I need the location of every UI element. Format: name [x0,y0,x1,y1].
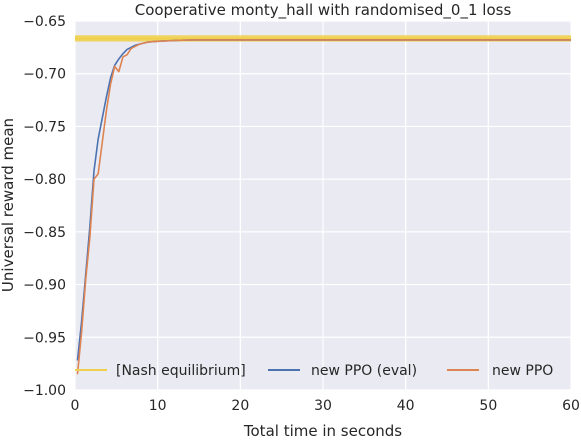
chart-title: Cooperative monty_hall with randomised_0… [135,1,512,20]
y-tick-label: −0.80 [23,172,66,188]
legend-label: new PPO [492,363,553,379]
x-tick-label: 0 [71,398,80,414]
y-tick-label: −0.70 [23,67,66,83]
y-tick-label: −0.85 [23,225,66,241]
x-tick-label: 30 [314,398,332,414]
y-tick-label: −0.90 [23,278,66,294]
x-tick-label: 10 [149,398,167,414]
x-tick-label: 60 [562,398,580,414]
y-tick-label: −0.65 [23,14,66,30]
x-tick-label: 20 [231,398,249,414]
x-tick-label: 40 [397,398,415,414]
x-tick-label: 50 [479,398,497,414]
y-tick-label: −0.75 [23,119,66,135]
y-tick-label: −1.00 [23,383,66,399]
y-tick-label: −0.95 [23,330,66,346]
y-axis-label: Universal reward mean [0,118,17,292]
legend-label: [Nash equilibrium] [116,363,246,379]
series-layer [75,35,571,375]
grid [74,20,572,391]
x-axis-label: Total time in seconds [243,422,402,440]
legend: [Nash equilibrium] new PPO (eval) new PPO [75,363,553,379]
x-axis-ticks: 0 10 20 30 40 50 60 [71,398,580,414]
series-line-2 [76,39,571,375]
y-axis-ticks: −1.00 −0.95 −0.90 −0.85 −0.80 −0.75 −0.70 −0.65 [23,14,66,399]
legend-label: new PPO (eval) [311,363,417,379]
